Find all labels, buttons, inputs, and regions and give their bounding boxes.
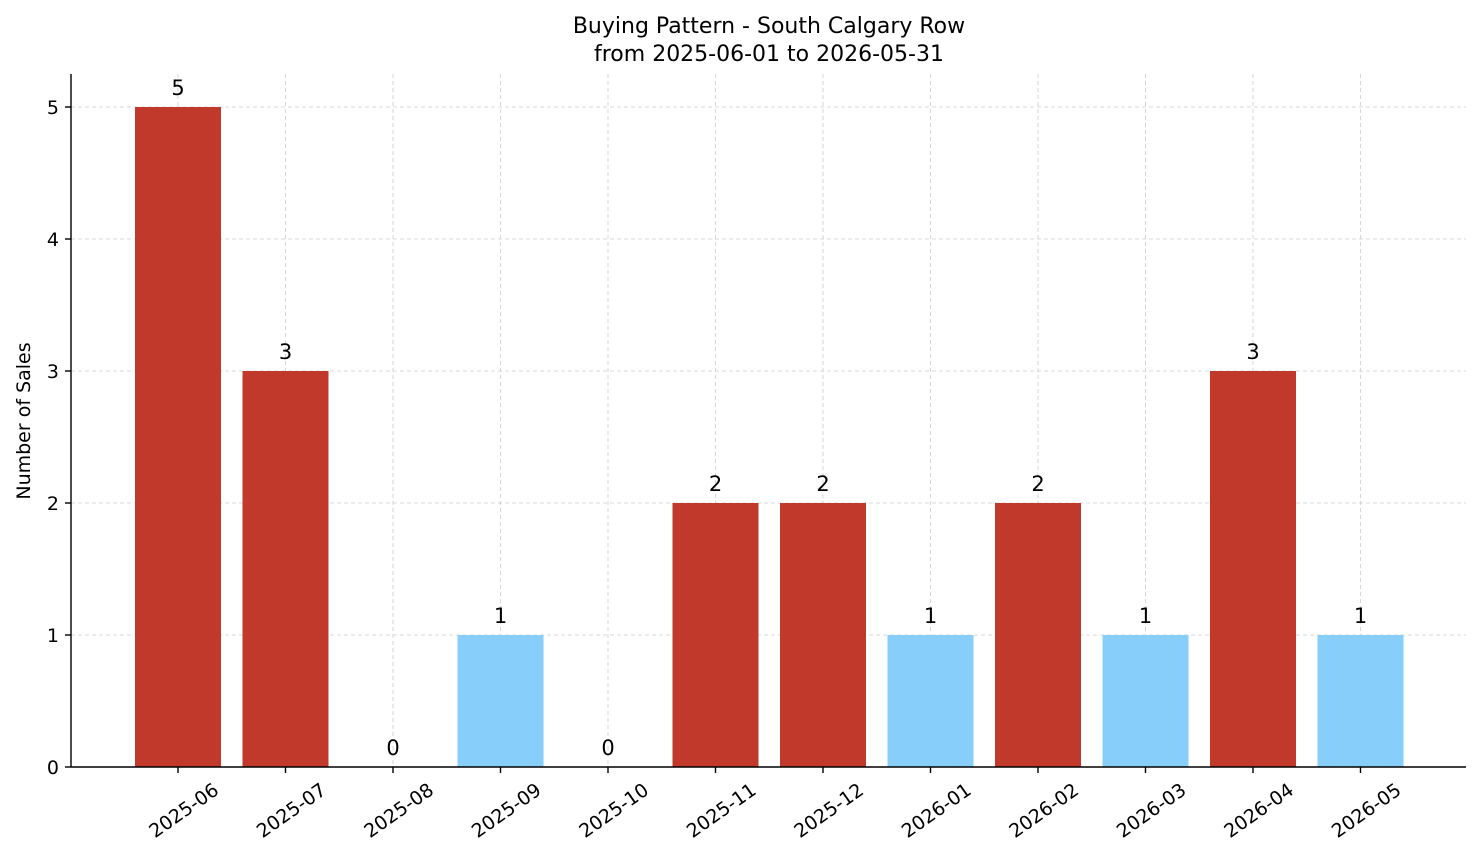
x-tick-label: 2025-07: [253, 779, 331, 843]
x-tick-label: 2026-03: [1113, 779, 1191, 843]
axis-layer: [65, 74, 1466, 773]
bar-2025-12: [780, 503, 866, 767]
y-axis-label: Number of Sales: [13, 342, 35, 499]
x-tick-label: 2026-05: [1328, 779, 1406, 843]
bar-2025-07: [242, 371, 329, 767]
data-label: 3: [279, 340, 292, 364]
data-label: 0: [601, 736, 614, 760]
data-label: 3: [1246, 340, 1259, 364]
data-label: 5: [171, 76, 184, 100]
chart-subtitle: from 2025-06-01 to 2026-05-31: [594, 42, 944, 67]
y-tick-label: 1: [47, 625, 59, 647]
x-tick-label: 2025-12: [790, 779, 868, 843]
x-tick-label: 2026-02: [1005, 779, 1083, 843]
data-label: 2: [816, 472, 829, 496]
bar-2025-09: [457, 635, 544, 767]
bar-2025-11: [672, 503, 759, 767]
data-label: 1: [494, 604, 507, 628]
x-tick-label: 2025-10: [575, 779, 653, 843]
data-label: 2: [709, 472, 722, 496]
bar-2026-03: [1102, 635, 1189, 767]
y-tick-label: 4: [47, 229, 59, 251]
y-tick-label: 3: [47, 361, 59, 383]
data-label: 1: [924, 604, 937, 628]
bar-2026-05: [1317, 635, 1404, 767]
bar-2025-06: [135, 107, 221, 767]
bar-2026-01: [887, 635, 974, 767]
bar-2026-04: [1210, 371, 1296, 767]
x-tick-label: 2025-06: [145, 779, 223, 843]
x-tick-label: 2026-04: [1220, 779, 1298, 843]
bar-layer: [135, 107, 1404, 767]
data-label: 2: [1031, 472, 1044, 496]
y-tick-label: 5: [47, 97, 59, 119]
bar-2026-02: [995, 503, 1081, 767]
data-label: 1: [1139, 604, 1152, 628]
y-tick-label: 0: [47, 757, 59, 779]
x-tick-label: 2025-11: [683, 779, 761, 843]
y-tick-label: 2: [47, 493, 59, 515]
data-label: 0: [386, 736, 399, 760]
chart-title: Buying Pattern - South Calgary Row: [573, 14, 965, 39]
data-label: 1: [1354, 604, 1367, 628]
x-tick-label: 2025-09: [468, 779, 546, 843]
x-tick-label: 2026-01: [898, 779, 976, 843]
x-tick-label: 2025-08: [360, 779, 438, 843]
